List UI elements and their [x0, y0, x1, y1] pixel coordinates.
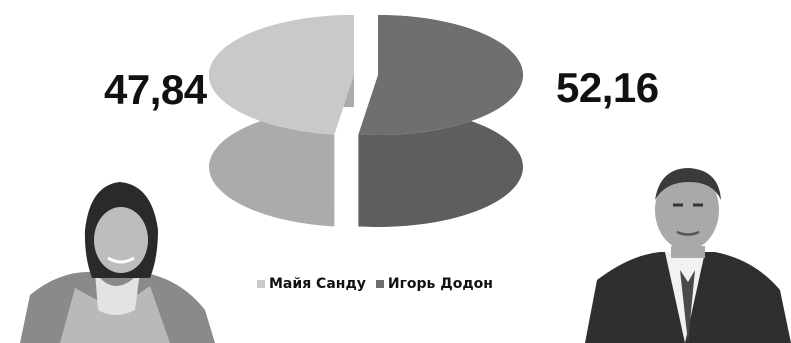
pie-slice-sandu: [208, 15, 354, 227]
data-label-sandu: 47,84: [104, 66, 207, 113]
legend-swatch-sandu: [257, 280, 265, 288]
legend-swatch-dodon: [375, 280, 384, 288]
pie-slice-sandu-top: [208, 15, 354, 135]
man-portrait-icon: [585, 168, 791, 343]
woman-portrait-icon: [20, 182, 215, 343]
pie-slice-dodon: [358, 15, 523, 227]
legend-label-dodon: Игорь Додон: [387, 276, 493, 292]
data-label-dodon: 52,16: [556, 64, 659, 111]
legend-label-sandu: Майя Санду: [269, 276, 366, 292]
pie-slice-dodon-top: [358, 15, 523, 135]
legend-item-dodon: Игорь Додон: [375, 276, 493, 292]
legend-item-sandu: Майя Санду: [257, 276, 366, 292]
chart-legend: Майя Санду Игорь Додон: [257, 276, 503, 292]
